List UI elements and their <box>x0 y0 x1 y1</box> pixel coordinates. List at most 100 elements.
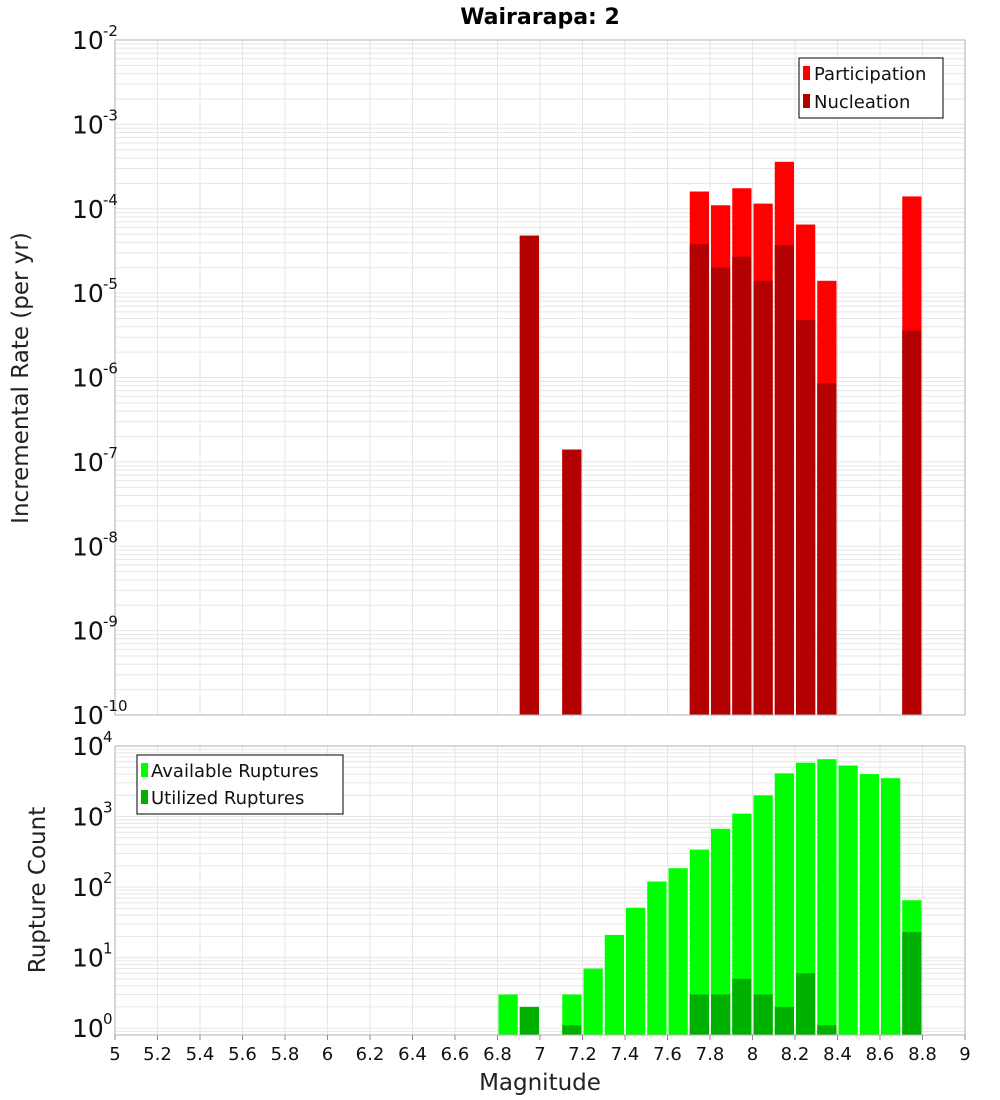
rate-y-tick-label: 10 <box>72 26 104 55</box>
nucleation-bar <box>732 256 752 715</box>
x-tick-label: 8 <box>747 1044 758 1065</box>
count-y-tick-exponent: 4 <box>103 728 113 746</box>
nucleation-legend-label: Nucleation <box>814 92 910 113</box>
participation-legend-label: Participation <box>814 64 926 85</box>
rate-y-tick-label: 10 <box>72 364 104 393</box>
utilized-ruptures-bar <box>817 1025 837 1035</box>
utilized-ruptures-bar <box>562 1025 582 1035</box>
count-y-tick-exponent: 3 <box>103 799 113 817</box>
nucleation-bar <box>817 383 837 715</box>
count-y-tick-exponent: 1 <box>103 940 113 958</box>
rate-legend-box <box>798 57 944 119</box>
x-tick-label: 9 <box>959 1044 970 1065</box>
x-tick-label: 7.8 <box>696 1044 725 1065</box>
rate-y-tick-label: 10 <box>72 110 104 139</box>
available-legend-label: Available Ruptures <box>151 761 319 782</box>
available-ruptures-bar <box>668 868 688 1035</box>
available-ruptures-bar <box>626 907 646 1035</box>
available-ruptures-bar <box>647 881 667 1035</box>
participation-legend-swatch <box>803 66 810 80</box>
nucleation-bar <box>711 267 731 715</box>
count-y-tick-exponent: 0 <box>103 1010 113 1028</box>
count-y-axis-label: Rupture Count <box>25 807 51 973</box>
available-ruptures-bar <box>498 994 518 1035</box>
available-ruptures-bar <box>817 759 837 1035</box>
available-ruptures-bar <box>562 994 582 1035</box>
rate-y-tick-exponent: -5 <box>103 275 118 293</box>
rate-y-tick-label: 10 <box>72 701 104 730</box>
rate-y-tick-label: 10 <box>72 195 104 224</box>
rate-y-tick-exponent: -4 <box>103 191 118 209</box>
x-tick-label: 6.2 <box>356 1044 385 1065</box>
rate-legend: Participation Nucleation <box>798 57 944 119</box>
x-tick-label: 6 <box>322 1044 333 1065</box>
rate-y-tick-exponent: -3 <box>103 106 118 124</box>
utilized-legend-label: Utilized Ruptures <box>151 788 304 809</box>
nucleation-bar <box>902 330 922 715</box>
utilized-ruptures-bar <box>732 978 752 1035</box>
rate-plot-frame <box>114 39 966 716</box>
x-tick-label: 7.4 <box>611 1044 640 1065</box>
magnitude-x-axis-label: Magnitude <box>479 1070 601 1096</box>
utilized-legend-swatch <box>141 790 148 804</box>
x-tick-label: 5.4 <box>186 1044 215 1065</box>
rate-y-tick-exponent: -9 <box>103 613 118 631</box>
count-y-tick-label: 10 <box>72 732 104 761</box>
count-y-tick-label: 10 <box>72 1014 104 1043</box>
available-ruptures-bar <box>604 934 624 1035</box>
utilized-ruptures-bar <box>774 1006 794 1035</box>
available-ruptures-bar <box>838 765 858 1035</box>
available-ruptures-bar <box>711 828 731 1035</box>
rate-y-tick-exponent: -2 <box>103 22 118 40</box>
rate-y-tick-exponent: -8 <box>103 528 118 546</box>
x-tick-label: 7 <box>534 1044 545 1065</box>
count-y-tick-exponent: 2 <box>103 869 113 887</box>
count-y-tick-label: 10 <box>72 944 104 973</box>
nucleation-bar <box>753 280 773 715</box>
available-ruptures-bar <box>859 774 879 1035</box>
rate-y-tick-label: 10 <box>72 279 104 308</box>
rate-bars <box>519 161 922 716</box>
x-tick-label: 5 <box>109 1044 120 1065</box>
available-ruptures-bar <box>583 968 603 1035</box>
count-legend-box <box>136 754 344 815</box>
rate-y-tick-label: 10 <box>72 617 104 646</box>
utilized-ruptures-bar <box>711 994 731 1035</box>
nucleation-bar <box>796 320 816 715</box>
nucleation-bar <box>562 449 582 715</box>
x-tick-label: 7.6 <box>653 1044 682 1065</box>
x-tick-label: 5.8 <box>271 1044 300 1065</box>
count-y-tick-label: 10 <box>72 873 104 902</box>
rate-y-tick-exponent: -7 <box>103 444 118 462</box>
nucleation-bar <box>774 245 794 715</box>
rate-y-tick-exponent: -6 <box>103 360 118 378</box>
count-legend: Available Ruptures Utilized Ruptures <box>136 754 344 815</box>
rate-y-tick-exponent: -10 <box>103 697 128 715</box>
x-tick-label: 7.2 <box>568 1044 597 1065</box>
x-tick-label: 8.2 <box>781 1044 810 1065</box>
count-y-tick-label: 10 <box>72 803 104 832</box>
nucleation-bar <box>689 244 709 716</box>
utilized-ruptures-bar <box>796 973 816 1035</box>
x-tick-label: 6.8 <box>483 1044 512 1065</box>
utilized-ruptures-bar <box>519 1006 539 1035</box>
nucleation-bar <box>519 235 539 715</box>
x-tick-label: 5.6 <box>228 1044 257 1065</box>
chart-title: Wairarapa: 2 <box>460 5 620 30</box>
rate-grid <box>114 40 966 716</box>
utilized-ruptures-bar <box>689 994 709 1035</box>
utilized-ruptures-bar <box>902 932 922 1035</box>
x-tick-label: 8.8 <box>908 1044 937 1065</box>
available-legend-swatch <box>141 763 148 777</box>
magnitude-x-ticks: 5 5.2 5.4 5.6 5.8 6 6.2 6.4 6.6 6.8 7 7.2 7.4 7.6 7.8 8… <box>109 1035 971 1065</box>
nucleation-legend-swatch <box>803 94 810 108</box>
x-tick-label: 6.6 <box>441 1044 470 1065</box>
x-tick-label: 8.6 <box>866 1044 895 1065</box>
available-ruptures-bar <box>881 778 901 1035</box>
rate-y-axis-label: Incremental Rate (per yr) <box>8 232 34 524</box>
count-bars <box>498 759 922 1035</box>
